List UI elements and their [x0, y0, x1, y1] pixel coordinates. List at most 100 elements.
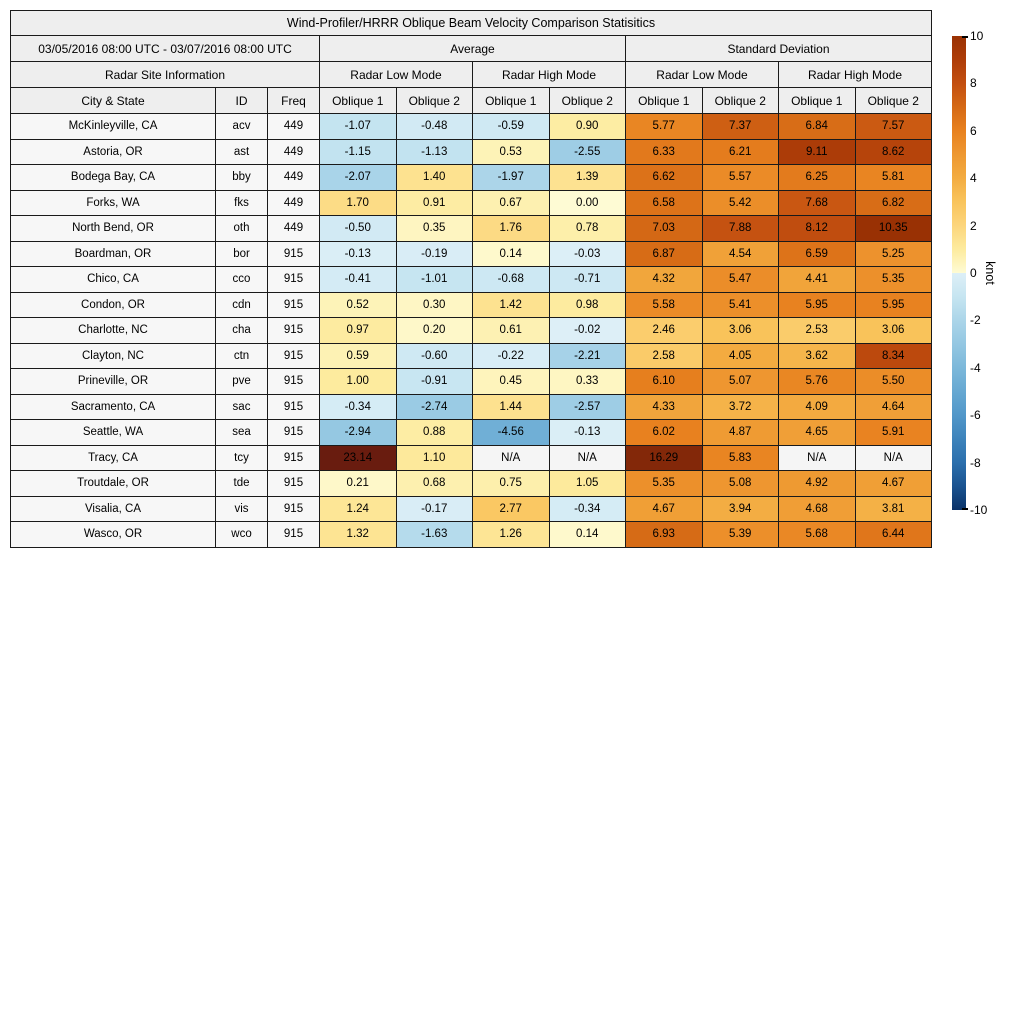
- table-row: Condon, OR cdn 915 0.52 0.30 1.42 0.98 5.58 5.41…: [10, 291, 932, 318]
- value-cell: 6.87: [625, 240, 703, 267]
- title-row: Wind-Profiler/HRRR Oblique Beam Velocity…: [10, 10, 932, 36]
- colorbar-unit-label: knot: [983, 261, 997, 285]
- value-cell: 1.76: [472, 215, 550, 242]
- value-cell: 6.10: [625, 368, 703, 395]
- colorbar-tick-label: -8: [970, 455, 981, 470]
- value-cell: 2.58: [625, 342, 703, 369]
- freq-cell: 915: [267, 317, 320, 344]
- value-cell: 1.42: [472, 291, 550, 318]
- value-cell: 5.42: [701, 189, 779, 216]
- colorbar-tick-label: 6: [970, 123, 977, 138]
- city-cell: Troutdale, OR: [10, 470, 216, 497]
- value-cell: 5.58: [625, 291, 703, 318]
- value-cell: 1.32: [319, 521, 397, 548]
- value-cell: 1.05: [548, 470, 626, 497]
- value-cell: 1.39: [548, 164, 626, 191]
- city-cell: Seattle, WA: [10, 419, 216, 446]
- value-cell: -0.03: [548, 240, 626, 267]
- table-row: Tracy, CA tcy 915 23.14 1.10 N/A N/A 16.29 5.83 N…: [10, 444, 932, 471]
- value-cell: -1.63: [395, 521, 473, 548]
- column-header-row: City & State ID Freq Oblique 1 Oblique 2…: [10, 87, 932, 114]
- value-cell: 23.14: [319, 444, 397, 471]
- value-cell: 5.68: [778, 521, 856, 548]
- table-row: Sacramento, CA sac 915 -0.34 -2.74 1.44 -2.57 4…: [10, 393, 932, 420]
- value-cell: 6.59: [778, 240, 856, 267]
- table-row: Visalia, CA vis 915 1.24 -0.17 2.77 -0.34 4.67 3…: [10, 495, 932, 522]
- value-cell: 0.20: [395, 317, 473, 344]
- value-cell: 0.97: [319, 317, 397, 344]
- value-cell: -0.22: [472, 342, 550, 369]
- table-row: Astoria, OR ast 449 -1.15 -1.13 0.53 -2.55 6.33…: [10, 138, 932, 165]
- value-cell: 1.44: [472, 393, 550, 420]
- value-cell: 8.34: [854, 342, 932, 369]
- value-cell: 5.91: [854, 419, 932, 446]
- value-cell: -1.13: [395, 138, 473, 165]
- value-cell: 6.33: [625, 138, 703, 165]
- value-cell: 0.52: [319, 291, 397, 318]
- id-cell: sac: [215, 393, 268, 420]
- freq-cell: 915: [267, 393, 320, 420]
- colorbar-tickmark: [962, 508, 968, 510]
- freq-cell: 915: [267, 521, 320, 548]
- value-cell: 3.62: [778, 342, 856, 369]
- col-freq: Freq: [267, 87, 320, 114]
- value-cell: 8.12: [778, 215, 856, 242]
- value-cell: -0.17: [395, 495, 473, 522]
- id-cell: tde: [215, 470, 268, 497]
- table-row: Charlotte, NC cha 915 0.97 0.20 0.61 -0.02 2.46…: [10, 317, 932, 344]
- value-cell: 5.08: [701, 470, 779, 497]
- value-cell: 0.30: [395, 291, 473, 318]
- table-title: Wind-Profiler/HRRR Oblique Beam Velocity…: [10, 10, 932, 36]
- freq-cell: 915: [267, 240, 320, 267]
- table-row: Boardman, OR bor 915 -0.13 -0.19 0.14 -0.03 6.8…: [10, 240, 932, 267]
- value-cell: 3.72: [701, 393, 779, 420]
- value-cell: 3.06: [854, 317, 932, 344]
- value-cell: -1.15: [319, 138, 397, 165]
- value-cell: -2.57: [548, 393, 626, 420]
- freq-cell: 449: [267, 189, 320, 216]
- group-header-stddev: Standard Deviation: [625, 35, 932, 62]
- id-cell: pve: [215, 368, 268, 395]
- value-cell: 4.67: [625, 495, 703, 522]
- table-row: Bodega Bay, CA bby 449 -2.07 1.40 -1.97 1.39 6.…: [10, 164, 932, 191]
- value-cell: 5.83: [701, 444, 779, 471]
- city-cell: Clayton, NC: [10, 342, 216, 369]
- subgroup-sd-low: Radar Low Mode: [625, 61, 779, 88]
- value-cell: 3.81: [854, 495, 932, 522]
- value-cell: 0.33: [548, 368, 626, 395]
- table-row: McKinleyville, CA acv 449 -1.07 -0.48 -0.59 0.…: [10, 113, 932, 140]
- stats-table: Wind-Profiler/HRRR Oblique Beam Velocity…: [10, 10, 932, 548]
- value-cell: 4.32: [625, 266, 703, 293]
- table-row: Seattle, WA sea 915 -2.94 0.88 -4.56 -0.13 6.02…: [10, 419, 932, 446]
- value-cell: 0.67: [472, 189, 550, 216]
- value-cell: 6.44: [854, 521, 932, 548]
- value-cell: 0.14: [472, 240, 550, 267]
- value-cell: 1.70: [319, 189, 397, 216]
- city-cell: Forks, WA: [10, 189, 216, 216]
- value-cell: -0.50: [319, 215, 397, 242]
- value-cell: -0.19: [395, 240, 473, 267]
- colorbar-tick-label: -4: [970, 360, 981, 375]
- freq-cell: 915: [267, 419, 320, 446]
- value-cell: 1.40: [395, 164, 473, 191]
- freq-cell: 449: [267, 215, 320, 242]
- id-cell: fks: [215, 189, 268, 216]
- value-cell: 6.02: [625, 419, 703, 446]
- value-cell: 0.45: [472, 368, 550, 395]
- value-cell: 5.41: [701, 291, 779, 318]
- freq-cell: 915: [267, 291, 320, 318]
- value-cell: -0.68: [472, 266, 550, 293]
- colorbar-tick-label: -6: [970, 408, 981, 423]
- city-cell: Tracy, CA: [10, 444, 216, 471]
- id-cell: cha: [215, 317, 268, 344]
- freq-cell: 915: [267, 495, 320, 522]
- value-cell: 2.77: [472, 495, 550, 522]
- table-row: Prineville, OR pve 915 1.00 -0.91 0.45 0.33 6.1…: [10, 368, 932, 395]
- value-cell: 16.29: [625, 444, 703, 471]
- value-cell: -0.34: [548, 495, 626, 522]
- value-cell: 4.68: [778, 495, 856, 522]
- city-cell: Bodega Bay, CA: [10, 164, 216, 191]
- value-cell: 0.78: [548, 215, 626, 242]
- value-cell: -0.71: [548, 266, 626, 293]
